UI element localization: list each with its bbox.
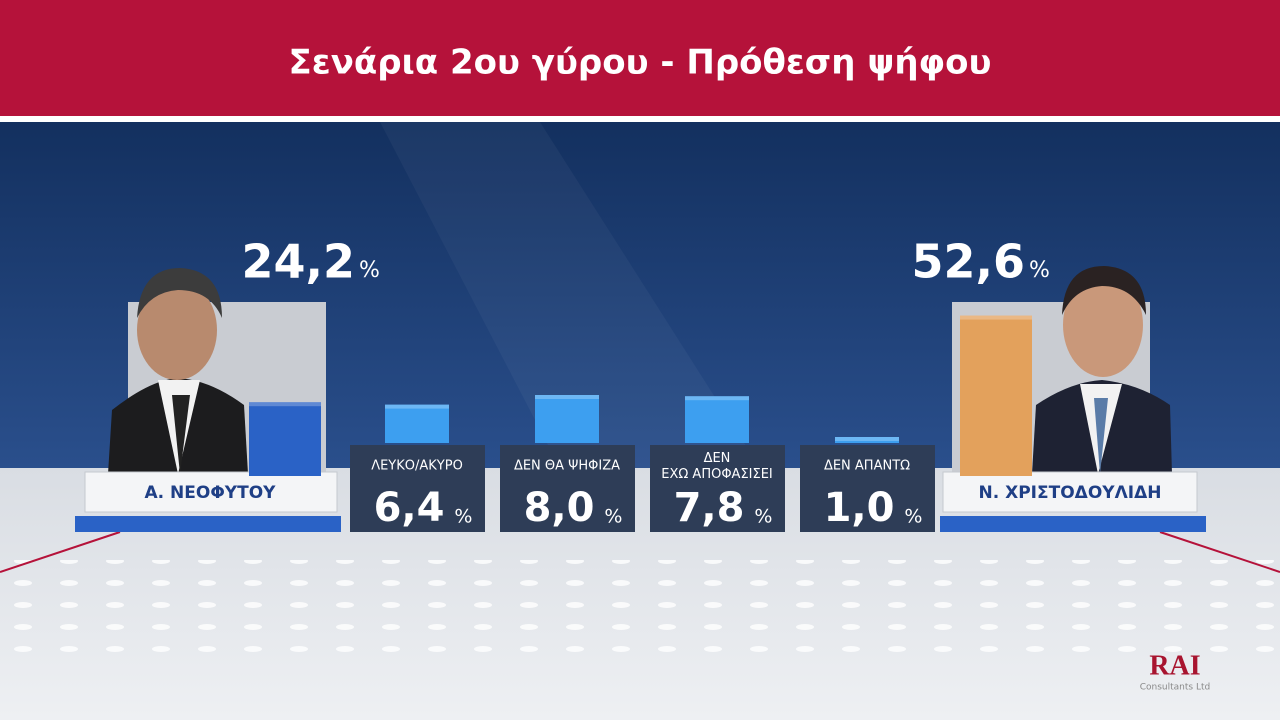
bar-top xyxy=(385,404,449,409)
value-label: 24,2 xyxy=(242,235,356,289)
value-label: 7,8 xyxy=(674,485,745,531)
floor-dots xyxy=(0,560,1280,660)
bar xyxy=(835,437,899,443)
category-label: ΔΕΝ ΘΑ ΨΗΦΙΖΑ xyxy=(514,459,620,474)
source-name: RAI xyxy=(1149,650,1200,681)
source-subtitle: Consultants Ltd xyxy=(1140,683,1210,693)
unit-label: % xyxy=(604,506,622,528)
bar xyxy=(960,315,1032,476)
name-plate-base xyxy=(940,516,1206,532)
unit-label: % xyxy=(454,506,472,528)
bar xyxy=(249,402,321,476)
bar xyxy=(385,404,449,443)
bar-top xyxy=(835,437,899,441)
header xyxy=(0,0,1280,116)
name-plate xyxy=(942,471,1198,513)
bar-top xyxy=(960,315,1032,320)
value-label: 1,0 xyxy=(824,485,895,531)
bar xyxy=(685,396,749,443)
photo xyxy=(108,268,248,474)
category-label: ΔΕΝ ΕΧΩ ΑΠΟΦΑΣΙΣΕΙ xyxy=(661,451,773,482)
floor-line xyxy=(0,531,121,573)
name-plate xyxy=(84,471,338,513)
bar xyxy=(535,395,599,443)
option-box xyxy=(800,445,935,532)
bar-top xyxy=(249,402,321,407)
header-rule xyxy=(0,116,1280,122)
category-label: ΔΕΝ ΑΠΑΝΤΩ xyxy=(824,459,910,474)
floor-line xyxy=(1159,531,1280,573)
name-plate-base xyxy=(75,516,341,532)
chart-title: Σενάρια 2ου γύρου - Πρόθεση ψήφου xyxy=(289,43,992,83)
source-logo: RAI Consultants Ltd xyxy=(1140,650,1210,692)
photo xyxy=(1032,266,1172,474)
bar-top xyxy=(535,395,599,399)
unit-label: % xyxy=(359,258,380,283)
bar-top xyxy=(685,396,749,401)
value-label: 52,6 xyxy=(912,235,1026,289)
category-label: ΛΕΥΚΟ/ΑΚΥΡΟ xyxy=(371,459,463,474)
category-label: Ν. ΧΡΙΣΤΟΔΟΥΛΙΔΗ xyxy=(979,483,1162,503)
category-label: Α. ΝΕΟΦΥΤΟΥ xyxy=(145,483,277,503)
unit-label: % xyxy=(1029,258,1050,283)
unit-label: % xyxy=(754,506,772,528)
value-label: 8,0 xyxy=(524,485,595,531)
option-box xyxy=(350,445,485,532)
option-box xyxy=(650,445,785,532)
unit-label: % xyxy=(904,506,922,528)
value-label: 6,4 xyxy=(374,485,445,531)
option-box xyxy=(500,445,635,532)
light-beam xyxy=(380,122,760,468)
